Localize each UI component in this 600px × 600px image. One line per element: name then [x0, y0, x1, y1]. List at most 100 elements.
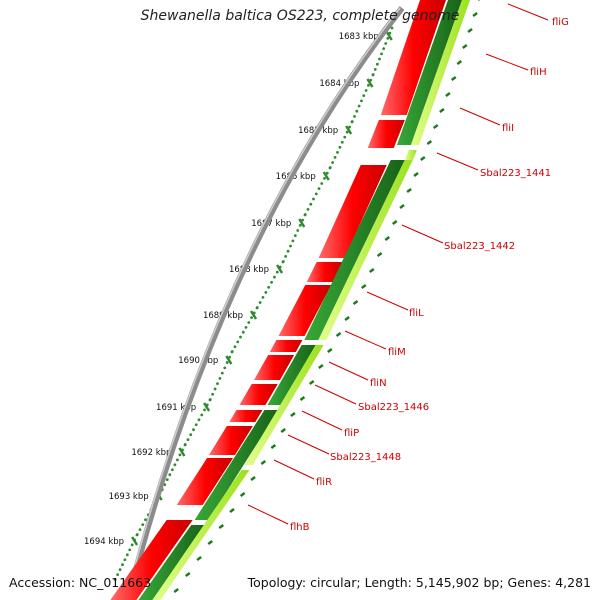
ruler-tick — [225, 355, 233, 365]
gene-block-forward — [306, 262, 343, 282]
orf-tick — [420, 156, 426, 161]
ruler-dot — [236, 340, 240, 344]
ruler-dot — [309, 202, 313, 206]
gene-label: Sbal223_1448 — [330, 452, 401, 463]
ruler-dot — [168, 473, 172, 477]
orf-tick — [360, 284, 367, 289]
gene-block-cds-light — [152, 470, 250, 600]
ruler-dot — [203, 408, 206, 412]
ruler-dot — [264, 290, 268, 294]
orf-tick — [462, 44, 468, 49]
ruler-dot — [250, 316, 253, 320]
ruler-tick-label: 1688 kbp — [229, 265, 269, 275]
ruler-dot — [320, 182, 324, 185]
ruler-tick — [322, 171, 330, 181]
gene-label-leader — [507, 3, 549, 21]
gene-block-cds-light — [404, 150, 417, 160]
ruler-dot — [275, 270, 279, 274]
ruler-dot — [123, 558, 127, 562]
ruler-dot — [296, 229, 300, 232]
ruler-tick-label: 1686 kbp — [276, 172, 316, 182]
gene-label-leader — [344, 330, 387, 350]
ruler-tick-label: 1694 kbp — [84, 537, 124, 547]
orf-tick — [218, 524, 224, 529]
orf-tick — [344, 316, 350, 321]
ruler-dot — [165, 478, 169, 482]
gene-label: fliR — [316, 477, 332, 488]
ruler-dot — [338, 145, 342, 149]
ruler-dot — [208, 398, 212, 402]
ruler-dot — [241, 330, 245, 334]
ruler-tick-label: 1692 kbp — [131, 448, 171, 458]
ruler-dot — [121, 563, 124, 567]
ruler-dot — [216, 382, 219, 386]
gene-label: fliI — [502, 123, 514, 134]
orf-tick — [456, 60, 463, 65]
ruler-dot — [125, 553, 129, 557]
gene-block-forward — [269, 340, 303, 352]
gene-label-leader — [401, 224, 444, 244]
ruler-dot — [380, 52, 383, 56]
ruler-dot — [192, 428, 195, 432]
orf-tick — [450, 76, 457, 81]
ruler-tick-label: 1690 kbp — [178, 356, 218, 366]
ruler-dot — [220, 371, 224, 375]
ruler-dot — [331, 161, 335, 164]
ruler-dot — [170, 468, 174, 472]
gene-label-leader — [436, 152, 479, 171]
ruler-dot — [281, 260, 285, 264]
gene-label-leader — [273, 459, 315, 480]
ruler-dot — [284, 254, 288, 258]
ruler-dot — [375, 62, 379, 66]
genome-backbone-highlight — [125, 7, 401, 600]
orf-tick — [391, 220, 398, 225]
ruler-dot — [323, 176, 326, 180]
ruler-dot — [314, 192, 318, 196]
gene-label: fliH — [530, 67, 547, 78]
ruler-dot — [345, 130, 349, 134]
gene-block-forward — [239, 384, 278, 405]
gene-block-forward — [208, 426, 253, 455]
ruler-dot — [183, 443, 187, 447]
ruler-dot — [230, 350, 234, 354]
ruler-dot — [273, 275, 276, 279]
orf-tick — [376, 252, 383, 257]
gene-block-cds-light — [244, 345, 324, 465]
orf-tick — [270, 444, 277, 449]
ruler-dot — [364, 89, 368, 92]
orf-tick — [239, 492, 246, 497]
ruler-dot — [348, 125, 351, 129]
ruler-dot — [258, 301, 262, 304]
ruler-dot — [118, 568, 122, 572]
ruler-tick — [131, 536, 139, 546]
orf-tick — [280, 428, 286, 433]
orf-tick — [299, 396, 306, 401]
ruler-tick — [203, 402, 211, 412]
ruler-dot — [173, 463, 177, 467]
ruler-dot — [371, 73, 375, 77]
ruler-dot — [211, 392, 215, 396]
gene-block-cds — [304, 160, 405, 340]
gene-label-leader — [366, 291, 409, 311]
gene-block-forward — [176, 458, 234, 505]
ruler-dot — [225, 361, 229, 364]
ruler-dot — [386, 36, 390, 40]
ruler-dot — [261, 296, 265, 299]
ruler-dot — [384, 42, 388, 45]
ruler-dot — [247, 321, 251, 324]
gene-label-leader — [247, 504, 289, 525]
orf-tick — [173, 588, 179, 593]
orf-tick — [445, 92, 451, 97]
gene-block-forward — [278, 285, 332, 336]
ruler-dot — [343, 135, 347, 139]
ruler-dot — [291, 239, 295, 243]
ruler-dot — [336, 150, 339, 154]
ruler-dot — [194, 423, 198, 427]
orf-tick — [432, 124, 439, 129]
ruler-tick — [249, 310, 258, 320]
ruler-tick-label: 1691 kbp — [156, 403, 196, 413]
orf-tick — [290, 412, 296, 417]
ruler-dot — [197, 418, 201, 422]
